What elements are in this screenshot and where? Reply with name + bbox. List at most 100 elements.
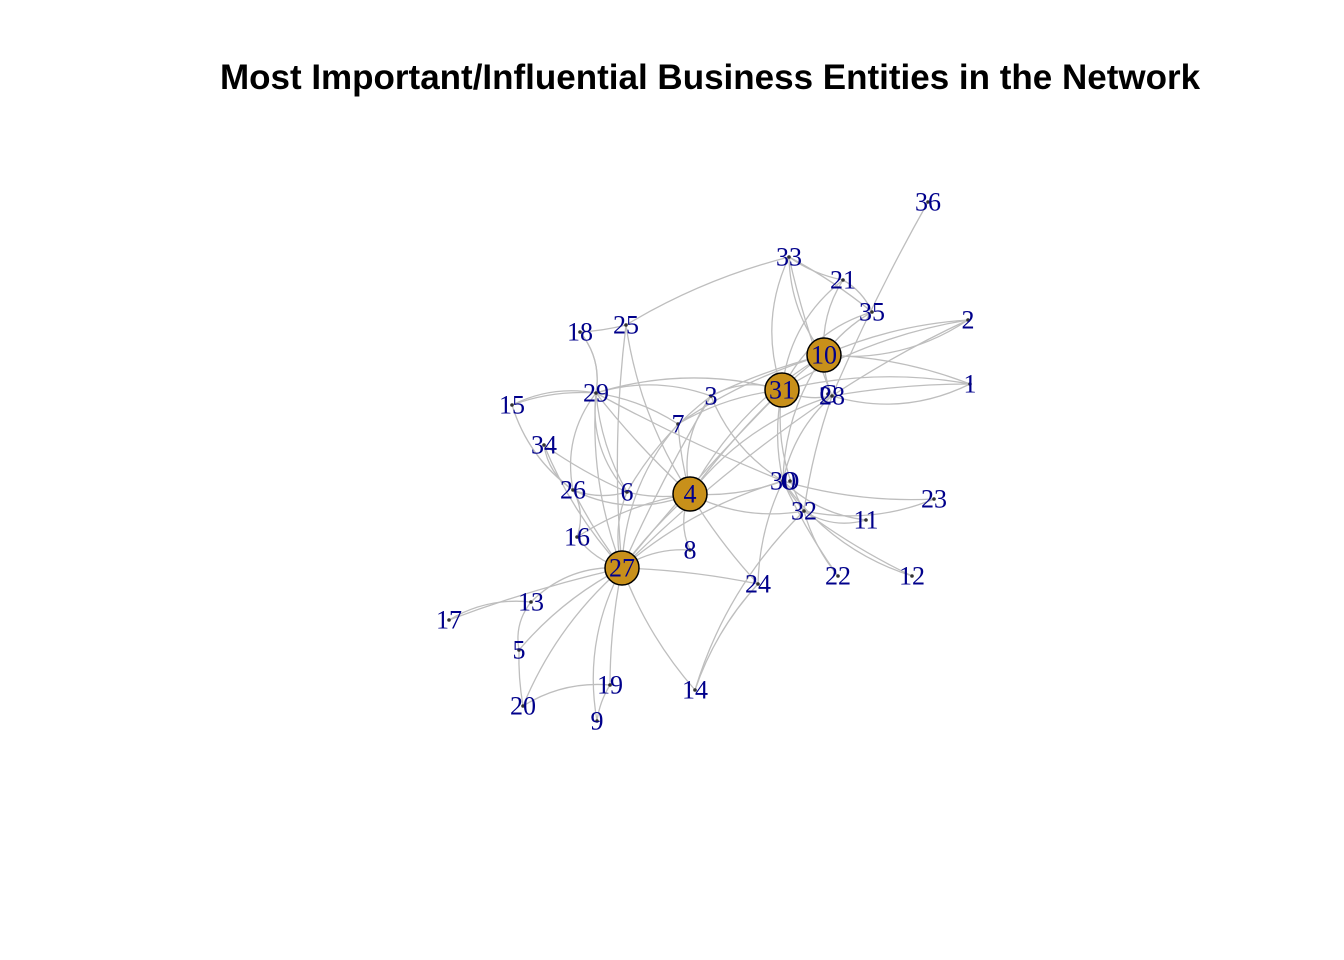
node-14 xyxy=(693,688,697,692)
node-label-31: 31 xyxy=(769,376,795,405)
edge-10-7 xyxy=(677,354,825,425)
node-22 xyxy=(836,574,840,578)
node-label-11: 11 xyxy=(853,506,878,535)
edge-24-27 xyxy=(621,567,759,585)
node-label-24: 24 xyxy=(745,570,771,599)
edge-24-14 xyxy=(694,583,759,691)
node-29 xyxy=(594,391,598,395)
edge-2-31 xyxy=(781,319,969,391)
node-label-14: 14 xyxy=(682,676,708,705)
node-label-19: 19 xyxy=(597,671,623,700)
edge-layer xyxy=(448,201,971,722)
edge-25-4 xyxy=(625,324,691,495)
edge-3-27 xyxy=(621,395,712,569)
node-13 xyxy=(529,600,533,604)
edge-28-32 xyxy=(803,395,833,512)
node-11 xyxy=(864,518,868,522)
node-20 xyxy=(521,704,525,708)
edge-36-28 xyxy=(831,201,929,397)
edge-27-14 xyxy=(621,567,696,691)
edge-29-6 xyxy=(595,392,628,493)
edge-1-31 xyxy=(781,376,971,391)
edge-34-6 xyxy=(543,444,628,493)
node-9 xyxy=(595,719,599,723)
node-label-33: 33 xyxy=(776,243,802,272)
node-label-13: 13 xyxy=(518,588,544,617)
node-21 xyxy=(841,278,845,282)
node-28 xyxy=(830,394,834,398)
node-33 xyxy=(787,255,791,259)
node-label-21: 21 xyxy=(830,266,856,295)
node-label-2: 2 xyxy=(962,306,975,335)
edge-3-6 xyxy=(626,395,712,493)
node-label-20: 20 xyxy=(510,692,536,721)
edge-30-11 xyxy=(782,480,867,521)
node-label-29: 29 xyxy=(583,379,609,408)
edge-1-28 xyxy=(831,383,971,405)
edge-30-12 xyxy=(782,480,913,577)
node-24 xyxy=(756,582,760,586)
edge-35-33 xyxy=(788,256,873,313)
node-7 xyxy=(676,422,680,426)
node-label-26: 26 xyxy=(560,476,586,505)
node-23 xyxy=(932,497,936,501)
node-label-27: 27 xyxy=(609,554,635,583)
edge-29-26 xyxy=(569,392,597,491)
page-title: Most Important/Influential Business Enti… xyxy=(219,58,1201,97)
node-label-5: 5 xyxy=(513,636,526,665)
edge-18-29 xyxy=(579,331,598,394)
edge-29-15 xyxy=(511,390,597,406)
edge-32-12 xyxy=(803,510,913,577)
edge-7-29 xyxy=(595,392,679,425)
edge-27-20 xyxy=(522,567,623,707)
node-label-28: 28 xyxy=(819,382,845,411)
node-label-22: 22 xyxy=(825,562,851,591)
node-label-17: 17 xyxy=(436,606,462,635)
node-18 xyxy=(578,330,582,334)
edge-3-29 xyxy=(595,384,712,397)
edge-30-24 xyxy=(757,480,784,585)
node-label-4: 4 xyxy=(684,480,697,509)
node-label-15: 15 xyxy=(499,391,525,420)
node-label-34: 34 xyxy=(531,431,557,460)
edge-2-10 xyxy=(823,319,969,358)
node-label-23: 23 xyxy=(921,485,947,514)
edge-19-20 xyxy=(522,683,611,707)
node-label-1: 1 xyxy=(964,370,977,399)
node-5 xyxy=(517,648,521,652)
node-34 xyxy=(542,443,546,447)
node-36 xyxy=(926,200,930,204)
node-32 xyxy=(802,509,806,513)
node-label-3: 3 xyxy=(705,382,718,411)
node-30 xyxy=(781,479,785,483)
node-label-C: C xyxy=(819,380,836,409)
edge-27-9 xyxy=(592,567,623,722)
edge-28-30 xyxy=(782,395,833,482)
node-label-32: 32 xyxy=(791,497,817,526)
node-8 xyxy=(688,548,692,552)
node-label-7: 7 xyxy=(672,410,685,439)
edge-16-26 xyxy=(572,489,582,538)
edge-30-23 xyxy=(782,480,935,501)
node-O xyxy=(788,479,792,483)
edge-2-28 xyxy=(831,319,969,397)
edge-25-27 xyxy=(616,324,627,569)
node-15 xyxy=(510,403,514,407)
node-label-25: 25 xyxy=(613,311,639,340)
node-label-36: 36 xyxy=(915,188,941,217)
node-31 xyxy=(764,372,800,408)
edge-1-10 xyxy=(823,354,971,385)
edge-7-27 xyxy=(621,423,679,569)
node-17 xyxy=(447,618,451,622)
edge-5-20 xyxy=(518,649,524,707)
edge-1-28 xyxy=(831,383,971,397)
edge-33-21 xyxy=(788,256,844,281)
node-label-12: 12 xyxy=(899,562,925,591)
edge-13-5 xyxy=(517,601,532,651)
edge-3-30 xyxy=(710,395,784,482)
node-label-30: 30 xyxy=(770,467,796,496)
node-3 xyxy=(709,394,713,398)
node-label-8: 8 xyxy=(684,536,697,565)
edge-32-23 xyxy=(803,498,935,517)
